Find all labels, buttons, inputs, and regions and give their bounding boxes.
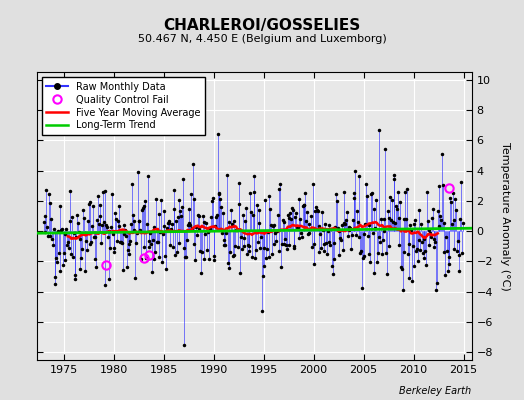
Text: 50.467 N, 4.450 E (Belgium and Luxemborg): 50.467 N, 4.450 E (Belgium and Luxemborg…	[138, 34, 386, 44]
Text: Berkeley Earth: Berkeley Earth	[399, 386, 472, 396]
Legend: Raw Monthly Data, Quality Control Fail, Five Year Moving Average, Long-Term Tren: Raw Monthly Data, Quality Control Fail, …	[41, 77, 205, 135]
Text: CHARLEROI/GOSSELIES: CHARLEROI/GOSSELIES	[163, 18, 361, 33]
Y-axis label: Temperature Anomaly (°C): Temperature Anomaly (°C)	[499, 142, 510, 290]
